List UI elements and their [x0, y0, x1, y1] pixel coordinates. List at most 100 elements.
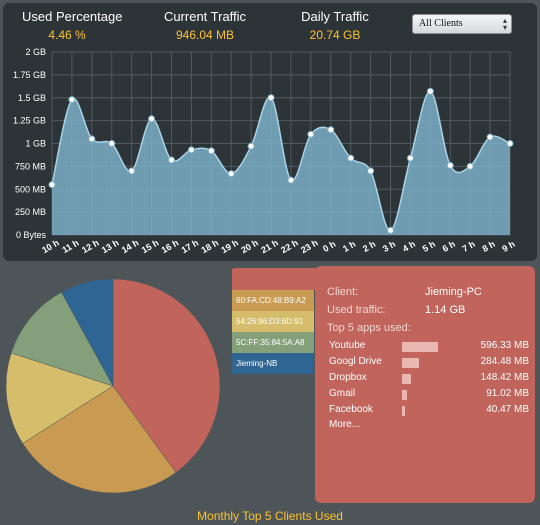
pie-slice-5[interactable]: [61, 278, 114, 387]
traffic-point[interactable]: [207, 147, 215, 155]
traffic-point[interactable]: [287, 176, 295, 184]
daily-traffic-stat: Daily Traffic 20.74 GB: [290, 9, 380, 42]
traffic-point[interactable]: [426, 87, 434, 95]
y-tick-label: 750 MB: [15, 161, 46, 171]
traffic-point[interactable]: [446, 161, 454, 169]
traffic-point[interactable]: [48, 181, 56, 189]
traffic-point[interactable]: [367, 167, 375, 175]
app-name: Facebook: [329, 404, 373, 415]
x-tick-label: 18 h: [200, 238, 221, 256]
traffic-point[interactable]: [347, 154, 355, 162]
app-row: Facebook 40.47 MB: [329, 404, 529, 418]
client-filter-value: All Clients: [419, 18, 463, 29]
app-usage-value: 148.42 MB: [480, 372, 529, 383]
app-name: Googl Drive: [329, 356, 382, 367]
app-usage-bar: [402, 390, 408, 400]
pie-slice-2[interactable]: [22, 385, 177, 494]
app-name: Dropbox: [329, 372, 367, 383]
more-apps-link[interactable]: More...: [329, 419, 361, 430]
traffic-point[interactable]: [327, 126, 335, 134]
app-usage-bar: [402, 374, 411, 384]
legend-item-3[interactable]: 54:26:96:D3:6D:91: [232, 311, 314, 332]
x-tick-label: 0 h: [321, 239, 337, 254]
hourly-traffic-chart: 0 Bytes 250 MB 500 MB 750 MB 1 GB 1.25 GB 1.5 …: [13, 47, 517, 256]
traffic-point[interactable]: [108, 140, 116, 147]
app-usage-value: 596.33 MB: [480, 340, 529, 351]
traffic-point[interactable]: [387, 226, 395, 234]
traffic-point[interactable]: [406, 154, 414, 162]
app-row: Googl Drive 284.48 MB: [329, 356, 529, 370]
app-row: Gmail 91.02 MB: [329, 388, 529, 402]
used-percentage-value: 4.46 %: [48, 28, 86, 42]
y-tick-label: 500 MB: [15, 184, 46, 194]
legend-item-4[interactable]: 5C:FF:35:84:5A:A8: [232, 332, 314, 353]
app-usage-bar: [402, 406, 405, 416]
current-traffic-stat: Current Traffic 946.04 MB: [160, 9, 250, 42]
client-filter-select[interactable]: All Clients ▴ ▾: [412, 14, 512, 34]
app-name: Gmail: [329, 388, 356, 399]
pie-slice-4[interactable]: [10, 291, 114, 387]
app-usage-value: 40.47 MB: [486, 404, 529, 415]
used-percentage-label: Used Percentage: [22, 9, 123, 24]
client-details-card: Client: Jieming-PC Used traffic: 1.14 GB…: [315, 266, 535, 503]
app-row: Youtube 596.33 MB: [329, 340, 529, 354]
current-traffic-value: 946.04 MB: [175, 28, 235, 42]
traffic-point[interactable]: [68, 96, 76, 104]
y-tick-label: 1.75 GB: [13, 70, 46, 80]
x-tick-label: 4 h: [401, 239, 417, 254]
traffic-area: [52, 91, 510, 235]
x-tick-label: 16 h: [160, 238, 181, 256]
client-label: Client:: [327, 286, 359, 298]
traffic-point[interactable]: [187, 146, 195, 154]
x-tick-label: 1 h: [341, 239, 357, 254]
app-name: Youtube: [329, 340, 366, 351]
x-tick-label: 15 h: [140, 238, 161, 256]
y-tick-label: 1.5 GB: [18, 93, 46, 103]
traffic-point[interactable]: [486, 133, 494, 141]
pie-chart-title: Monthly Top 5 Clients Used: [197, 509, 343, 523]
used-percentage-stat: Used Percentage 4.46 %: [22, 9, 123, 42]
x-tick-label: 9 h: [500, 239, 516, 254]
x-tick-label: 11 h: [60, 238, 80, 255]
select-arrows-icon: ▴ ▾: [502, 16, 507, 32]
current-traffic-label: Current Traffic: [163, 9, 247, 24]
traffic-point[interactable]: [88, 135, 96, 143]
traffic-point[interactable]: [167, 156, 175, 164]
used-traffic-value: 1.14 GB: [425, 304, 466, 316]
y-tick-label: 2 GB: [25, 47, 46, 57]
monthly-clients-pie: [5, 278, 221, 494]
x-tick-label: 2 h: [361, 239, 377, 254]
used-traffic-label: Used traffic:: [327, 304, 386, 316]
pie-slice-3[interactable]: [5, 352, 114, 444]
x-tick-label: 6 h: [441, 239, 457, 254]
legend-item-5[interactable]: Jieming-NB: [232, 353, 314, 374]
y-tick-label: 0 Bytes: [16, 230, 47, 240]
x-tick-label: 5 h: [421, 239, 437, 254]
traffic-point[interactable]: [506, 140, 514, 147]
x-tick-label: 17 h: [180, 238, 201, 256]
x-tick-label: 22 h: [279, 238, 300, 256]
x-tick-label: 7 h: [461, 239, 477, 254]
traffic-point[interactable]: [307, 130, 315, 138]
x-tick-label: 8 h: [480, 239, 496, 254]
y-tick-label: 1.25 GB: [13, 116, 46, 126]
y-tick-label: 1 GB: [25, 139, 46, 149]
x-tick-label: 21 h: [259, 238, 280, 256]
app-row: Dropbox 148.42 MB: [329, 372, 529, 386]
traffic-point[interactable]: [148, 115, 156, 123]
pie-slice-1[interactable]: [112, 278, 221, 473]
app-usage-bar: [402, 358, 420, 368]
selected-client-tab: [232, 268, 322, 290]
traffic-point[interactable]: [267, 94, 275, 102]
traffic-point[interactable]: [466, 162, 474, 170]
traffic-point[interactable]: [227, 170, 235, 178]
app-usage-value: 284.48 MB: [480, 356, 529, 367]
traffic-point[interactable]: [128, 167, 136, 175]
legend-item-2[interactable]: 60:FA:CD:48:B9:A2: [232, 290, 314, 311]
app-usage-bar: [402, 342, 438, 352]
x-tick-label: 10 h: [40, 238, 61, 256]
app-usage-value: 91.02 MB: [486, 388, 529, 399]
traffic-point[interactable]: [247, 142, 255, 150]
daily-traffic-value: 20.74 GB: [309, 28, 361, 42]
x-tick-label: 23 h: [299, 238, 320, 256]
